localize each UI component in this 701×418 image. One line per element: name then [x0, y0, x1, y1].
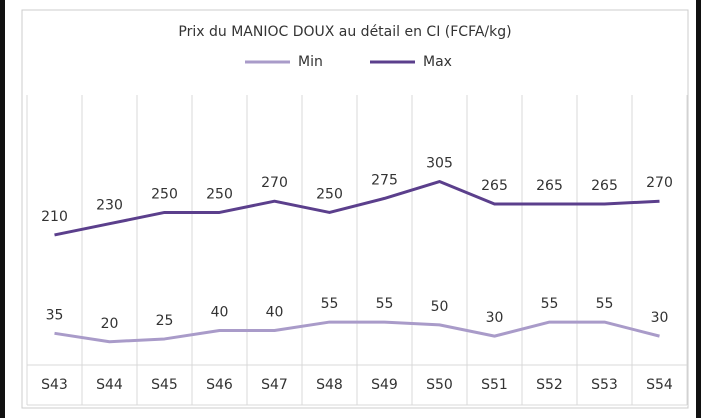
x-tick-label: S48 [316, 377, 343, 393]
x-tick-label: S45 [151, 377, 178, 393]
legend-label: Max [423, 54, 452, 70]
x-tick-label: S46 [206, 377, 233, 393]
data-label: 55 [321, 296, 339, 312]
data-label: 30 [486, 310, 504, 326]
series-line [54, 180, 660, 237]
data-label: 270 [646, 175, 673, 191]
data-label: 265 [591, 178, 618, 194]
x-tick-label: S51 [481, 377, 508, 393]
x-tick-label: S44 [96, 377, 123, 393]
data-label: 305 [426, 156, 453, 172]
x-tick-label: S49 [371, 377, 398, 393]
x-tick-label: S54 [646, 377, 673, 393]
frame-left [0, 0, 5, 418]
data-label: 265 [536, 178, 563, 194]
data-label: 55 [376, 296, 394, 312]
chart-border [21, 9, 689, 409]
data-label: 230 [96, 198, 123, 214]
data-label: 265 [481, 178, 508, 194]
data-label: 40 [211, 305, 229, 321]
data-label: 30 [651, 310, 669, 326]
frame-right [696, 0, 701, 418]
x-tick-label: S52 [536, 377, 563, 393]
chart-title: Prix du MANIOC DOUX au détail en CI (FCF… [178, 24, 511, 40]
data-label: 250 [151, 186, 178, 202]
x-tick-label: S53 [591, 377, 618, 393]
data-label: 270 [261, 175, 288, 191]
data-label: 55 [541, 296, 559, 312]
x-tick-label: S47 [261, 377, 288, 393]
data-label: 25 [156, 313, 174, 329]
data-label: 20 [101, 316, 119, 332]
data-label: 35 [46, 307, 64, 323]
data-label: 55 [596, 296, 614, 312]
x-tick-label: S50 [426, 377, 453, 393]
data-label: 250 [206, 186, 233, 202]
data-label: 210 [41, 209, 68, 225]
series-line [54, 320, 660, 344]
data-label: 40 [266, 305, 284, 321]
data-label: 50 [431, 299, 449, 315]
legend-label: Min [298, 54, 323, 70]
data-label: 250 [316, 186, 343, 202]
x-tick-label: S43 [41, 377, 68, 393]
data-label: 275 [371, 172, 398, 188]
